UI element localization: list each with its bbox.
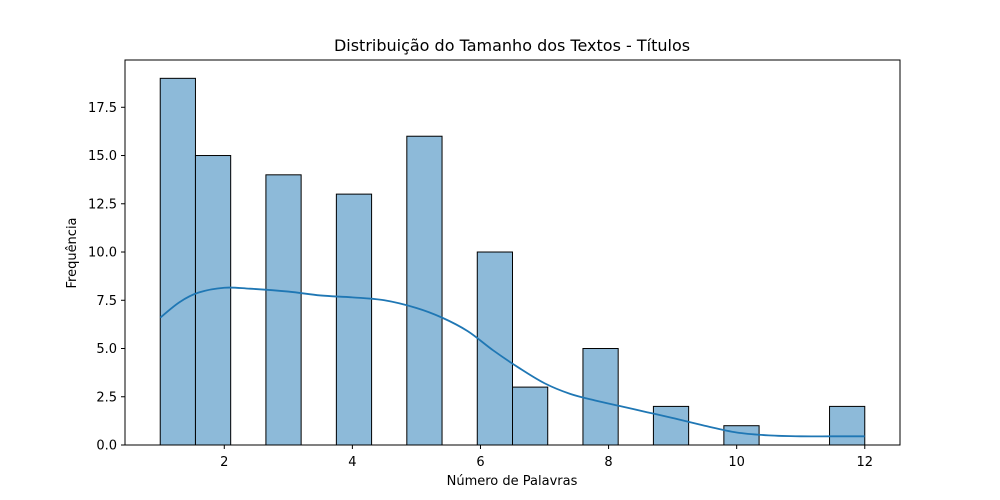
y-tick-label-0: 0.0 xyxy=(96,439,117,454)
histogram-bar-5 xyxy=(476,251,514,446)
x-tick-label-0: 2 xyxy=(220,455,228,470)
x-tick-label-1: 4 xyxy=(348,455,356,470)
histogram-bar-8 xyxy=(652,405,690,446)
y-axis: 0.0 2.5 5.0 7.5 10.0 12.5 15.0 17.5 xyxy=(88,101,125,454)
x-tick-label-4: 10 xyxy=(728,455,745,470)
y-tick-label-3: 7.5 xyxy=(96,294,117,309)
histogram-bar-3 xyxy=(335,193,373,446)
y-tick-label-2: 5.0 xyxy=(96,342,117,357)
histogram-bar-2 xyxy=(265,174,302,446)
y-axis-label: Frequência xyxy=(65,217,80,288)
histogram-bar-6 xyxy=(512,386,549,446)
x-tick-label-5: 12 xyxy=(856,455,873,470)
histogram-bar-10 xyxy=(829,405,866,446)
x-axis: 2 4 6 8 10 12 xyxy=(220,445,873,470)
histogram-bar-1 xyxy=(194,155,232,446)
x-tick-label-3: 8 xyxy=(604,455,612,470)
chart-title: Distribuição do Tamanho dos Textos - Tít… xyxy=(334,36,690,55)
histogram-bar-4 xyxy=(406,135,443,446)
histogram-bar-7 xyxy=(582,348,619,446)
y-tick-label-4: 10.0 xyxy=(88,246,117,261)
kde-curve xyxy=(159,286,865,438)
histogram-bar-9 xyxy=(723,425,760,446)
histogram-bar-0 xyxy=(159,77,196,446)
x-tick-label-2: 6 xyxy=(476,455,484,470)
x-axis-label: Número de Palavras xyxy=(447,474,578,489)
y-tick-label-5: 12.5 xyxy=(88,197,117,212)
y-tick-label-1: 2.5 xyxy=(96,390,117,405)
histogram-bars xyxy=(159,77,866,446)
y-tick-label-7: 17.5 xyxy=(88,101,117,116)
y-tick-label-6: 15.0 xyxy=(88,149,117,164)
